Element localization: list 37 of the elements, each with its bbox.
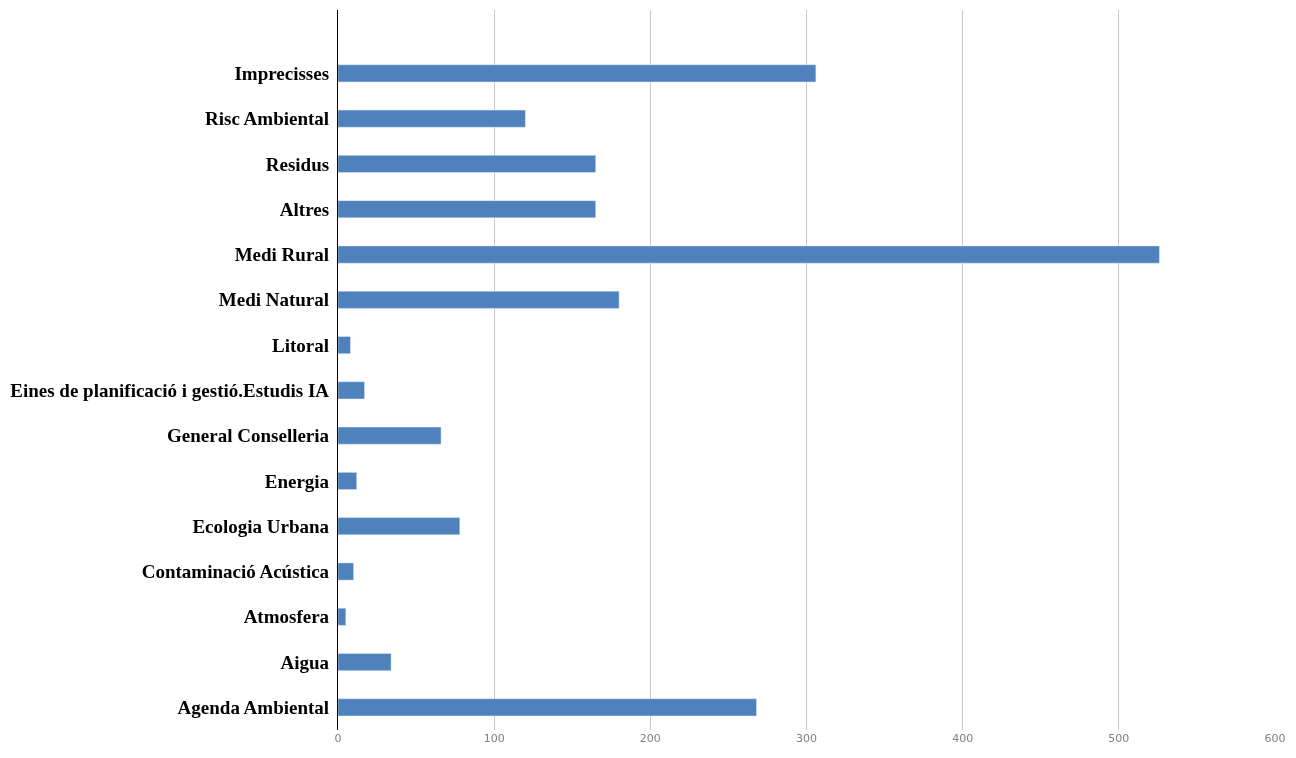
bar: [338, 381, 365, 400]
y-tick-label: Imprecisses: [234, 63, 330, 85]
x-tick-label: 100: [483, 732, 505, 745]
bar: [338, 155, 596, 173]
bar: [338, 562, 354, 581]
bar: [338, 698, 757, 717]
bar: [338, 200, 596, 219]
y-tick-label: Eines de planificació i gestió.Estudis IA: [10, 380, 330, 402]
bar: [338, 517, 461, 536]
y-tick-label: Altres: [279, 198, 330, 220]
bar: [338, 426, 442, 445]
y-tick-label: Energia: [264, 470, 330, 492]
bar: [338, 64, 817, 83]
bar: [338, 472, 357, 490]
y-tick-label: Residus: [265, 153, 330, 175]
y-tick-label: Risc Ambiental: [205, 108, 330, 130]
x-tick-label: 400: [952, 732, 974, 745]
bar: [338, 245, 1160, 264]
x-tick-label: 600: [1264, 732, 1286, 745]
y-tick-label: Atmosfera: [243, 606, 330, 628]
x-tick-label: 200: [639, 732, 661, 745]
bar: [338, 290, 620, 309]
x-tick-label: 300: [796, 732, 817, 745]
y-tick-label: Litoral: [272, 334, 330, 356]
x-tick-label: 500: [1108, 732, 1130, 745]
y-tick-label: Contaminació Acústica: [141, 561, 330, 583]
x-tick-label: 0: [334, 732, 342, 745]
y-tick-label: Medi Natural: [218, 289, 330, 311]
y-tick-label: Agenda Ambiental: [177, 697, 330, 719]
bar: [338, 109, 526, 128]
y-tick-label: Medi Rural: [234, 244, 330, 266]
bar: [338, 653, 392, 671]
bar: [338, 336, 351, 354]
y-tick-label: Aigua: [280, 651, 330, 673]
y-tick-label: General Conselleria: [167, 425, 330, 447]
y-tick-label: Ecologia Urbana: [192, 515, 330, 537]
bar: [338, 607, 347, 626]
